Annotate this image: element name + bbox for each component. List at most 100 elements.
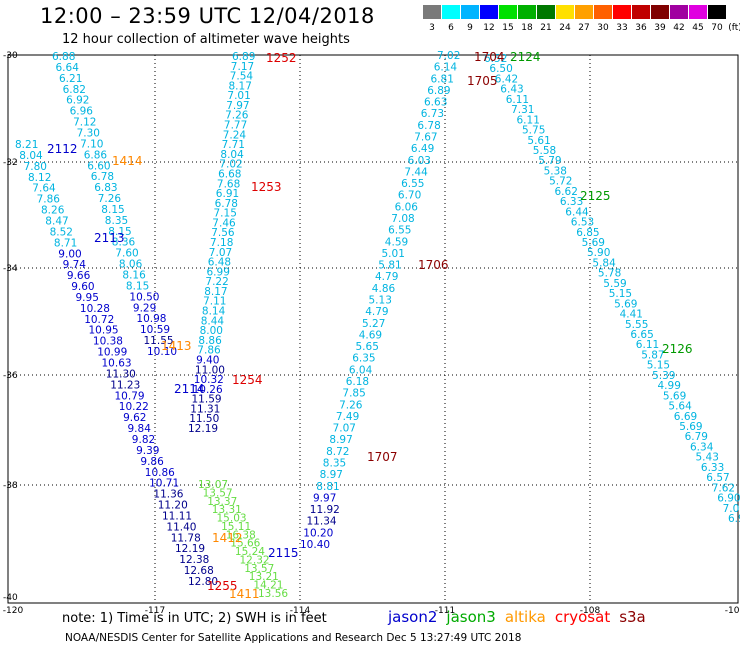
wave-height-value: 10.40 — [300, 539, 330, 551]
wave-height-value: 8.97 — [320, 469, 343, 481]
track-id-labels: 1252 1253 1254 1255 1414 1413 1412 1411 2112 2113… — [47, 50, 693, 601]
wave-height-value: 4.86 — [372, 283, 396, 295]
wave-height-value: 5.65 — [356, 341, 379, 353]
legend-label: 30 — [597, 23, 609, 33]
wave-height-value: 7.22 — [205, 276, 228, 288]
legend-swatch — [442, 5, 460, 19]
wave-height-value: 7.10 — [80, 138, 103, 150]
wave-height-value: 12.68 — [184, 565, 214, 577]
wave-height-value: 12.38 — [179, 554, 209, 566]
wave-height-value: 9.39 — [136, 445, 159, 457]
wave-height-value: 6.48 — [208, 257, 231, 269]
wave-height-value: 5.43 — [696, 452, 719, 464]
wave-height-value: 10.26 — [193, 384, 223, 396]
wave-height-value: 13.21 — [249, 571, 279, 583]
wave-height-value: 10.79 — [115, 390, 145, 402]
wave-height-value: 15.66 — [230, 538, 260, 550]
wave-height-value: 6.82 — [63, 84, 86, 96]
map-axes: -120 -117 -114 -111 -108 -105 -30 -32 -34 -36 -38 -… — [3, 51, 740, 616]
wave-height-value: 9.84 — [128, 423, 152, 435]
wave-height-value: 5.39 — [652, 370, 675, 382]
track-id-label: 1411 — [229, 587, 260, 601]
wave-height-value: 8.81 — [316, 481, 339, 493]
wave-height-value: 8.71 — [54, 237, 77, 249]
wave-height-value: 8.86 — [198, 335, 222, 347]
wave-height-value: 6.89 — [232, 51, 255, 63]
wave-height-value: 7.60 — [115, 248, 138, 260]
wave-height-value: 6.14 — [434, 62, 458, 74]
wave-height-value: 8.04 — [220, 149, 244, 161]
wave-height-value: 7.26 — [339, 399, 363, 411]
wave-height-value: 5.69 — [582, 237, 605, 249]
wave-height-value: 6.62 — [555, 186, 578, 198]
wave-height-value: 7.44 — [404, 166, 428, 178]
lat-tick-label: -40 — [3, 593, 18, 603]
wave-height-value: 7.68 — [217, 178, 240, 190]
track-id-label: 1254 — [232, 373, 263, 387]
wave-height-value: 13.56 — [258, 588, 288, 600]
lat-tick-label: -38 — [3, 481, 18, 491]
wave-height-value: 7.80 — [24, 161, 47, 173]
wave-height-value: 9.95 — [76, 292, 99, 304]
satellite-name-jason3: jason3 — [446, 608, 496, 626]
wave-height-value: 9.97 — [313, 492, 336, 504]
wave-height-value: 7.85 — [342, 388, 365, 400]
wave-height-value: 6.65 — [630, 329, 653, 341]
satellite-name-cryosat: cryosat — [554, 608, 611, 626]
wave-height-value: 7.11 — [203, 296, 226, 308]
legend-label: 36 — [635, 23, 647, 33]
wave-height-value: 9.60 — [71, 281, 94, 293]
wave-height-value: 10.38 — [93, 336, 123, 348]
satellite-name-jason2: jason2 — [388, 608, 438, 626]
wave-height-value: 10.72 — [84, 314, 114, 326]
wave-height-value: 6.92 — [66, 95, 89, 107]
wave-height-value: 9.00 — [58, 248, 81, 260]
wave-height-value: 10.63 — [102, 358, 132, 370]
wave-height-observations: 6.886.646.216.826.926.967.127.307.106.86… — [15, 50, 740, 600]
wave-height-value: 6.42 — [495, 73, 518, 85]
wave-height-value: 7.15 — [214, 208, 237, 220]
wave-height-value: 11.00 — [195, 364, 225, 376]
wave-height-value: 8.00 — [200, 325, 223, 337]
track-id-label: 1253 — [251, 180, 282, 194]
wave-height-value: 6.11 — [517, 114, 540, 126]
wave-height-value: 13.57 — [203, 487, 233, 499]
wave-height-value: 8.15 — [108, 226, 131, 238]
wave-height-value: 8.52 — [50, 226, 73, 238]
wave-height-value: 7.56 — [211, 227, 235, 239]
wave-height-value: 8.35 — [105, 215, 128, 227]
wave-height-value: 4.69 — [359, 329, 382, 341]
wave-height-value: 6.79 — [685, 431, 708, 443]
track-id-label: 1255 — [207, 579, 238, 593]
wave-height-value: 7.08 — [391, 213, 414, 225]
wave-height-value: 5.15 — [609, 288, 632, 300]
wave-height-value: 6.85 — [576, 227, 599, 239]
legend-label: 33 — [616, 23, 628, 33]
legend-label: 15 — [502, 23, 514, 33]
wave-height-value: 8.04 — [19, 150, 43, 162]
wave-height-value: 10.22 — [119, 401, 149, 413]
wave-height-value: 6.11 — [506, 94, 529, 106]
legend-label: 70 — [711, 23, 723, 33]
wave-height-value: 8.15 — [126, 280, 149, 292]
legend-label: 27 — [578, 23, 590, 33]
wave-height-value: 7.26 — [98, 193, 122, 205]
wave-height-value: 6.55 — [401, 178, 424, 190]
page-subtitle: 12 hour collection of altimeter wave hei… — [62, 32, 350, 47]
wave-height-value: 6.18 — [346, 376, 369, 388]
wave-height-value: 6.99 — [207, 266, 230, 278]
wave-height-value: 7.62 — [712, 482, 735, 494]
wave-height-value: 5.15 — [647, 360, 670, 372]
wave-height-value: 11.30 — [106, 368, 136, 380]
wave-height-value: 12.32 — [240, 555, 270, 567]
wave-height-value: 6.52 — [484, 53, 507, 65]
wave-height-value: 8.17 — [204, 286, 227, 298]
wave-height-value: 4.99 — [658, 380, 681, 392]
wave-height-value: 11.20 — [158, 500, 188, 512]
legend-label: 42 — [673, 23, 685, 33]
legend-label: 12 — [483, 23, 495, 33]
legend-swatch — [594, 5, 612, 19]
page-title: 12:00 – 23:59 UTC 12/04/2018 — [40, 4, 375, 28]
wave-height-value: 12.19 — [188, 423, 218, 435]
legend-swatch — [575, 5, 593, 19]
